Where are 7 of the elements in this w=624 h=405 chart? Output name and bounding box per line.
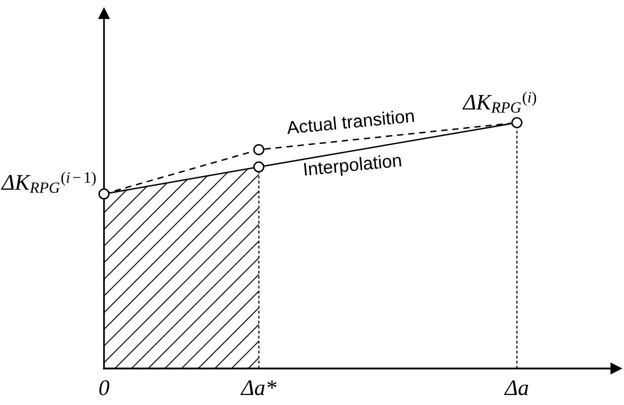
annotation: ΔK$_{RPG}$$^{(i−1)}$ <box>0 172 96 193</box>
annotation: ΔK$_{RPG}$$^{(i)}$ <box>462 92 536 113</box>
text: Actual transition <box>286 108 414 134</box>
x-tick-label: 0 <box>99 380 110 396</box>
x-tick-label: Δa* <box>240 380 276 396</box>
x-tick-label: Δa <box>504 380 528 396</box>
text: Interpolation <box>304 153 402 180</box>
